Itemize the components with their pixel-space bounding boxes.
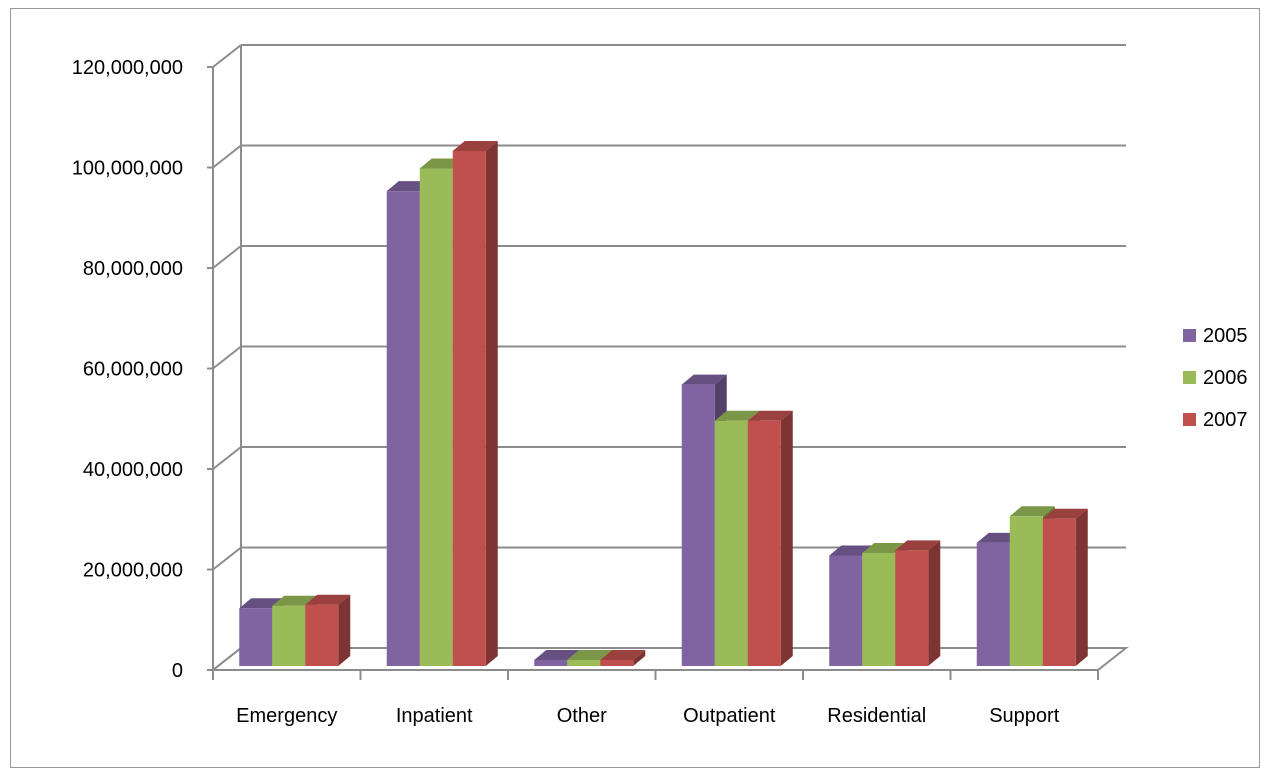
y-axis-tick-labels: 0 20,000,000 40,000,000 60,000,000 80,000,00…: [72, 57, 183, 682]
bar-front: [272, 605, 306, 666]
bar-front: [305, 604, 339, 666]
bar-side: [780, 410, 793, 666]
bar: [452, 140, 498, 666]
bar-front: [600, 659, 634, 666]
gridline-wall: [212, 546, 242, 571]
legend: 2005 2006 2007: [1183, 325, 1248, 431]
bar-top: [747, 410, 793, 421]
bar-top: [534, 649, 580, 660]
bar-front: [895, 550, 929, 666]
x-tick-label: Inpatient: [396, 705, 473, 727]
bar: [600, 649, 646, 666]
bar-side: [928, 540, 941, 666]
gridline-wall: [212, 144, 242, 169]
axes: [207, 45, 1129, 680]
bar-front: [1042, 518, 1076, 666]
bars: [239, 140, 1088, 666]
bar-top: [567, 649, 613, 660]
x-tick-label: Emergency: [236, 705, 337, 727]
bar-top: [1042, 508, 1088, 519]
bar-front: [386, 191, 420, 666]
bar: [747, 410, 793, 666]
bar-front: [862, 552, 896, 666]
x-tick-label: Other: [557, 705, 607, 727]
bar-front: [714, 420, 748, 666]
y-tick-label: 80,000,000: [83, 258, 183, 280]
bar-top: [895, 540, 941, 551]
bar-front: [747, 420, 781, 666]
bar-front: [239, 608, 273, 666]
y-tick-label: 60,000,000: [83, 359, 183, 381]
legend-label: 2007: [1203, 409, 1248, 431]
legend-swatch: [1183, 371, 1196, 384]
bar: [895, 540, 941, 666]
bar: [305, 594, 351, 666]
bar-front: [419, 168, 453, 666]
bar-top: [1009, 506, 1055, 517]
bar-top: [452, 140, 498, 151]
y-tick-label: 100,000,000: [72, 158, 183, 180]
bar-top: [681, 374, 727, 385]
x-tick-label: Outpatient: [683, 705, 776, 727]
gridline-wall: [212, 345, 242, 370]
bar-side: [485, 140, 498, 666]
gridline-wall: [212, 446, 242, 470]
y-tick-label: 120,000,000: [72, 57, 183, 79]
bar-top: [305, 594, 351, 605]
x-axis-tick-labels: Emergency Inpatient Other Outpatient Residen…: [236, 705, 1060, 727]
gridline-wall: [212, 245, 242, 269]
bar-side: [338, 594, 351, 666]
legend-swatch: [1183, 329, 1196, 342]
bar-front: [567, 659, 601, 666]
bar-front: [681, 384, 715, 666]
bar-front: [534, 659, 568, 666]
x-tick-label: Support: [989, 705, 1059, 727]
bar-front: [829, 555, 863, 666]
bar-top: [272, 595, 318, 606]
y-tick-label: 0: [172, 660, 183, 682]
legend-swatch: [1183, 413, 1196, 426]
bar-top: [714, 410, 760, 421]
y-tick-label: 20,000,000: [83, 560, 183, 582]
gridline-wall: [212, 44, 242, 68]
legend-label: 2005: [1203, 325, 1248, 347]
bar: [1042, 508, 1088, 666]
bar-front: [976, 542, 1010, 666]
bar-side: [1075, 508, 1088, 666]
y-tick-label: 40,000,000: [83, 459, 183, 481]
bar-side: [633, 649, 646, 666]
bar-top: [600, 649, 646, 660]
x-tick-label: Residential: [827, 705, 926, 727]
bar-front: [1009, 516, 1043, 666]
bar-front: [452, 150, 486, 666]
legend-label: 2006: [1203, 367, 1248, 389]
